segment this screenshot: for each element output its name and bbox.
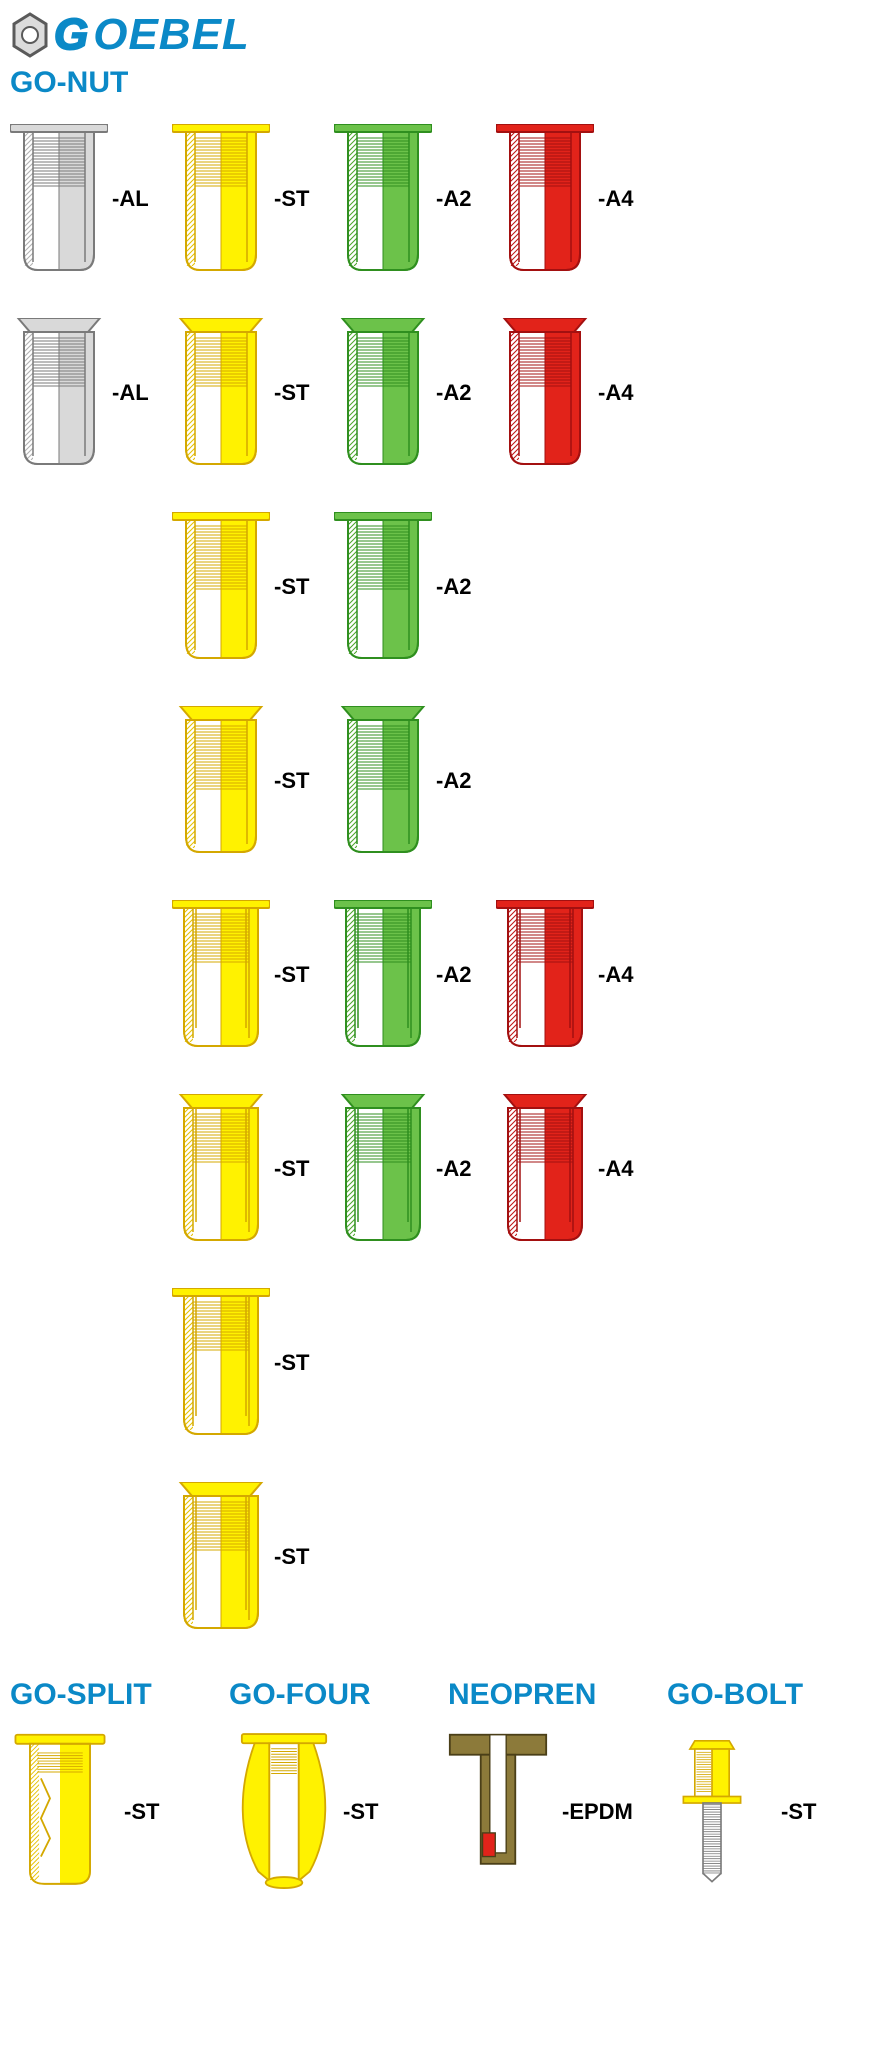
nut-cell: -ST — [172, 308, 322, 478]
nut-label: -A4 — [598, 186, 633, 212]
go-four-icon — [229, 1727, 339, 1897]
go-bolt-icon — [667, 1727, 777, 1897]
nut-cell: -A2 — [334, 308, 484, 478]
col-go-four: GO-FOUR -ST — [229, 1672, 444, 1902]
title-go-nut: GO-NUT — [10, 66, 884, 100]
nut-icon — [496, 124, 594, 274]
nut-label: -A4 — [598, 1156, 633, 1182]
nut-label: -ST — [274, 186, 309, 212]
logo-text: OEBEL — [93, 10, 250, 60]
nut-label: -AL — [112, 186, 149, 212]
nut-label: -AL — [112, 380, 149, 406]
nut-icon — [172, 1482, 270, 1632]
nut-cell: -A2 — [334, 114, 484, 284]
nut-cell: -A4 — [496, 308, 646, 478]
nut-label: -A2 — [436, 1156, 471, 1182]
nut-cell: -A4 — [496, 114, 646, 284]
col-neopren: NEOPREN -EPDM — [448, 1672, 663, 1902]
nut-cell: -ST — [172, 1084, 322, 1254]
title-go-bolt: GO-BOLT — [667, 1678, 882, 1712]
logo-hex-icon — [10, 12, 50, 58]
nut-cell: -ST — [172, 1472, 322, 1642]
nut-icon — [172, 1094, 270, 1244]
go-split-icon — [10, 1727, 120, 1897]
nut-cell: -AL — [10, 308, 160, 478]
logo-g: G — [54, 10, 89, 60]
col-go-bolt: GO-BOLT -ST — [667, 1672, 882, 1902]
nut-icon — [172, 512, 270, 662]
nut-cell: -A2 — [334, 502, 484, 672]
nut-icon — [172, 124, 270, 274]
nut-cell: -ST — [172, 890, 322, 1060]
nut-icon — [172, 900, 270, 1050]
nut-label: -ST — [274, 1156, 309, 1182]
four-label: -ST — [343, 1799, 378, 1825]
nut-label: -A2 — [436, 574, 471, 600]
nut-label: -ST — [274, 768, 309, 794]
nut-label: -A2 — [436, 186, 471, 212]
nut-icon — [334, 1094, 432, 1244]
split-label: -ST — [124, 1799, 159, 1825]
nut-icon — [334, 318, 432, 468]
col-go-split: GO-SPLIT -ST — [10, 1672, 225, 1902]
nut-label: -ST — [274, 1350, 309, 1376]
bottom-row: GO-SPLIT -ST GO-FOUR -ST NEOPREN — [10, 1672, 884, 1902]
nut-label: -A4 — [598, 962, 633, 988]
nut-icon — [496, 1094, 594, 1244]
nut-icon — [10, 124, 108, 274]
nut-cell: -ST — [172, 696, 322, 866]
nut-icon — [334, 706, 432, 856]
bolt-label: -ST — [781, 1799, 816, 1825]
title-neopren: NEOPREN — [448, 1678, 663, 1712]
nut-cell: -A2 — [334, 696, 484, 866]
nut-label: -A4 — [598, 380, 633, 406]
nut-cell: -A2 — [334, 890, 484, 1060]
title-go-four: GO-FOUR — [229, 1678, 444, 1712]
nut-label: -ST — [274, 962, 309, 988]
nut-cell: -AL — [10, 114, 160, 284]
nut-icon — [172, 1288, 270, 1438]
nut-icon — [334, 512, 432, 662]
neopren-icon — [448, 1727, 558, 1897]
neo-label: -EPDM — [562, 1799, 633, 1825]
nut-label: -ST — [274, 1544, 309, 1570]
logo: G OEBEL — [10, 10, 884, 60]
nut-cell: -A4 — [496, 890, 646, 1060]
nut-icon — [334, 900, 432, 1050]
nut-label: -A2 — [436, 768, 471, 794]
nut-cell: -A2 — [334, 1084, 484, 1254]
nut-cell: -ST — [172, 502, 322, 672]
nut-label: -A2 — [436, 380, 471, 406]
title-go-split: GO-SPLIT — [10, 1678, 225, 1712]
nut-icon — [172, 706, 270, 856]
nut-icon — [496, 900, 594, 1050]
nut-icon — [172, 318, 270, 468]
nut-icon — [10, 318, 108, 468]
nut-label: -ST — [274, 574, 309, 600]
nut-cell: -A4 — [496, 1084, 646, 1254]
nut-cell: -ST — [172, 1278, 322, 1448]
nut-grid: -AL -ST — [10, 114, 884, 1642]
nut-label: -A2 — [436, 962, 471, 988]
nut-icon — [496, 318, 594, 468]
nut-cell: -ST — [172, 114, 322, 284]
nut-icon — [334, 124, 432, 274]
nut-label: -ST — [274, 380, 309, 406]
